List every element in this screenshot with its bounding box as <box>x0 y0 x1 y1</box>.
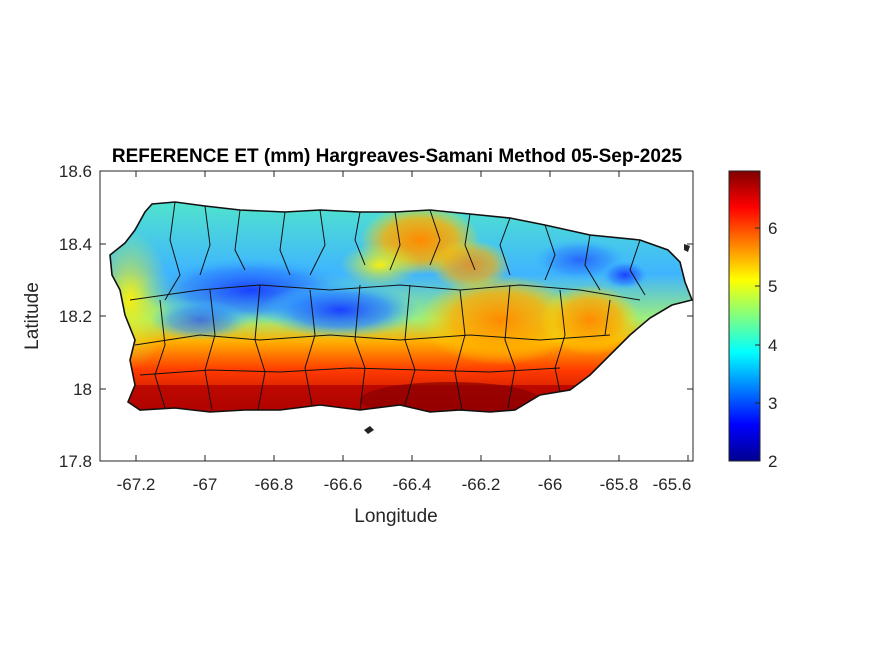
colorbar-tick-label: 5 <box>768 277 777 296</box>
colorbar-tick-label: 6 <box>768 219 777 238</box>
x-tick-label: -65.6 <box>653 475 692 494</box>
y-axis <box>100 170 693 462</box>
x-tick-label: -66 <box>538 475 563 494</box>
y-tick-label: 18 <box>73 380 92 399</box>
x-axis <box>135 171 689 461</box>
x-tick-label: -66.2 <box>462 475 501 494</box>
x-tick-label: -65.8 <box>600 475 639 494</box>
colorbar-tick-label: 3 <box>768 394 777 413</box>
x-tick-label: -67.2 <box>117 475 156 494</box>
map-title: REFERENCE ET (mm) Hargreaves-Samani Meth… <box>112 146 683 167</box>
x-tick-label: -67 <box>193 475 218 494</box>
small-islet <box>684 244 690 252</box>
x-axis-label: Longitude <box>354 506 437 527</box>
y-axis-label: Latitude <box>22 282 43 350</box>
colorbar-tick-label: 4 <box>768 336 777 355</box>
colorbar-tick-label: 2 <box>768 452 777 471</box>
y-tick-label: 18.2 <box>59 307 92 326</box>
colorbar-ticks <box>755 227 760 462</box>
x-tick-label: -66.4 <box>393 475 432 494</box>
caja-de-muertos-island <box>364 426 374 434</box>
x-tick-label: -66.6 <box>324 475 363 494</box>
municipality-boundaries <box>129 202 646 411</box>
colorbar <box>728 170 761 462</box>
y-tick-label: 18.4 <box>59 235 92 254</box>
y-tick-label: 18.6 <box>59 162 92 181</box>
x-tick-label: -66.8 <box>255 475 294 494</box>
heat-field <box>110 202 692 412</box>
y-tick-label: 17.8 <box>59 452 92 471</box>
